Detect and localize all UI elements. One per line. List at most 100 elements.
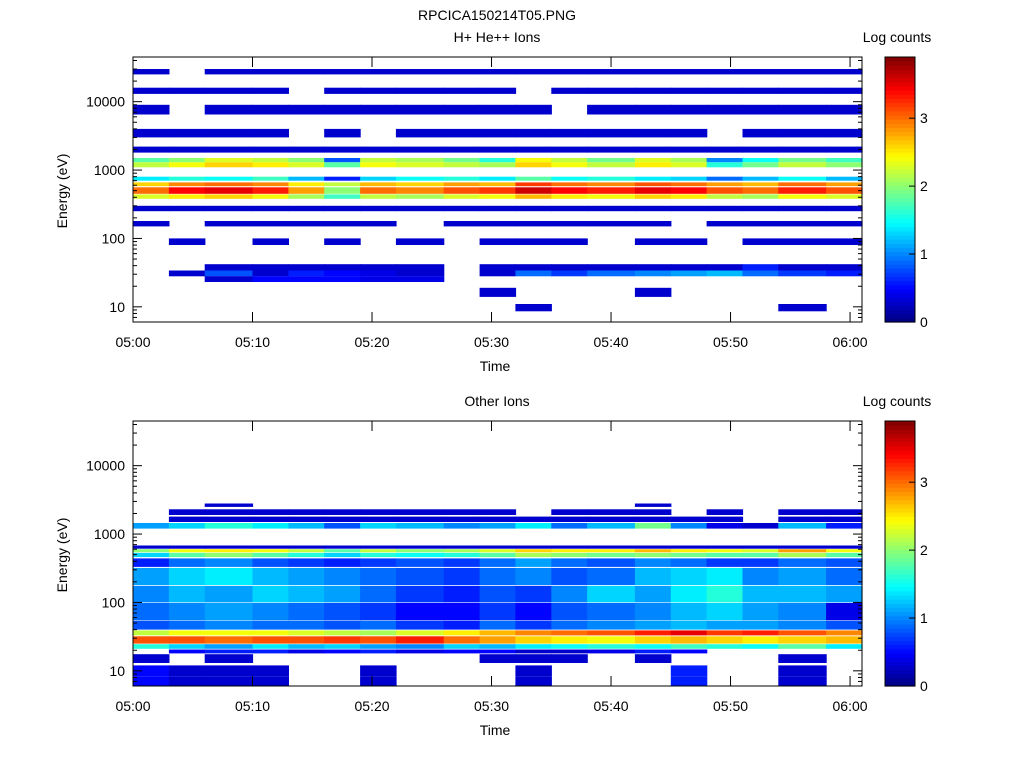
heatmap-cell (778, 516, 827, 522)
heatmap-cell (360, 162, 397, 168)
heatmap-cell (133, 221, 170, 227)
heatmap-cell (634, 545, 672, 549)
heatmap-cell (252, 221, 289, 227)
heatmap-cell (360, 182, 397, 187)
colorbar-segment (885, 499, 915, 505)
heatmap-cell (479, 146, 517, 153)
heatmap-cell (443, 182, 481, 187)
colorbar-segment (885, 210, 915, 215)
heatmap-cell (252, 676, 289, 686)
heatmap-cell (133, 158, 170, 163)
heatmap-cell (826, 567, 863, 585)
heatmap-cell (133, 545, 170, 549)
heatmap-cell (252, 176, 289, 181)
heatmap-cell (133, 69, 170, 75)
heatmap-cell (395, 162, 445, 168)
heatmap-cell (826, 270, 863, 277)
heatmap-cell (778, 676, 827, 686)
heatmap-cell (706, 644, 744, 649)
heatmap-cell (587, 523, 636, 529)
heatmap-cell (324, 630, 361, 636)
heatmap-cell (133, 205, 170, 212)
heatmap-cell (515, 238, 552, 245)
heatmap-cell (515, 162, 552, 168)
colorbar-segment (885, 524, 915, 530)
heatmap-cell (395, 549, 445, 553)
heatmap-cell (360, 523, 397, 529)
colorbar-segment (885, 665, 915, 671)
heatmap-cell (778, 630, 827, 636)
heatmap-cell (826, 146, 863, 153)
heatmap-cell (288, 270, 325, 277)
colorbar-segment (885, 458, 915, 464)
heatmap-cell (133, 146, 170, 153)
heatmap-cell (360, 87, 397, 94)
heatmap-cell (252, 69, 289, 75)
heatmap-cell (706, 270, 744, 277)
heatmap-cell (778, 585, 827, 603)
heatmap-cell (742, 264, 779, 271)
colorbar-segment (885, 317, 915, 323)
heatmap-cell (778, 509, 827, 515)
heatmap-cell (324, 194, 361, 199)
heatmap-cell (395, 603, 445, 621)
heatmap-cell (742, 69, 779, 75)
heatmap-cell (634, 264, 672, 271)
colorbar-segment (885, 69, 915, 75)
heatmap-cell (168, 603, 206, 621)
heatmap-cell (252, 644, 289, 649)
top-colorbar: 0 1 2 3 (884, 56, 928, 330)
heatmap-cell (515, 545, 552, 549)
colorbar-segment (885, 541, 915, 546)
colorbar-segment (885, 470, 915, 476)
heatmap-cell (670, 87, 708, 94)
heatmap-cell (515, 636, 552, 644)
heatmap-cell (587, 620, 636, 630)
heatmap-cell (634, 128, 672, 138)
colorbar-segment (885, 507, 915, 513)
bottom-panel-title: Other Ions (464, 393, 529, 409)
heatmap-cell (204, 516, 254, 522)
heatmap-cell (252, 182, 289, 187)
heatmap-cell (670, 549, 708, 553)
colorbar-segment (885, 193, 915, 199)
colorbar-segment (885, 119, 915, 124)
heatmap-cell (288, 649, 325, 654)
heatmap-cell (360, 649, 397, 654)
heatmap-cell (204, 176, 254, 181)
heatmap-cell (634, 187, 672, 194)
heatmap-cell (479, 162, 517, 168)
heatmap-cell (479, 176, 517, 181)
heatmap-cell (443, 523, 481, 529)
heatmap-cell (706, 87, 744, 94)
heatmap-cell (826, 162, 863, 168)
colorbar-segment (885, 557, 915, 563)
heatmap-cell (634, 620, 672, 630)
bottom-heatmap-cells (133, 503, 863, 686)
heatmap-cell (587, 516, 636, 522)
colorbar-segment (885, 297, 915, 302)
colorbar-segment (885, 628, 915, 633)
colorbar-segment (885, 652, 915, 658)
heatmap-cell (670, 676, 708, 686)
heatmap-cell (551, 644, 588, 649)
heatmap-cell (204, 205, 254, 212)
heatmap-cell (634, 146, 672, 153)
x-tick-label: 06:00 (833, 698, 868, 714)
heatmap-cell (395, 187, 445, 194)
heatmap-cell (826, 603, 863, 621)
heatmap-cell (670, 104, 708, 115)
heatmap-cell (395, 620, 445, 630)
heatmap-cell (479, 194, 517, 199)
heatmap-cell (551, 176, 588, 181)
heatmap-cell (360, 194, 397, 199)
heatmap-cell (587, 630, 636, 636)
heatmap-cell (479, 545, 517, 549)
heatmap-cell (515, 516, 552, 522)
colorbar-segment (885, 243, 915, 249)
heatmap-cell (670, 146, 708, 153)
heatmap-cell (515, 654, 552, 663)
heatmap-cell (204, 270, 254, 277)
heatmap-cell (706, 146, 744, 153)
